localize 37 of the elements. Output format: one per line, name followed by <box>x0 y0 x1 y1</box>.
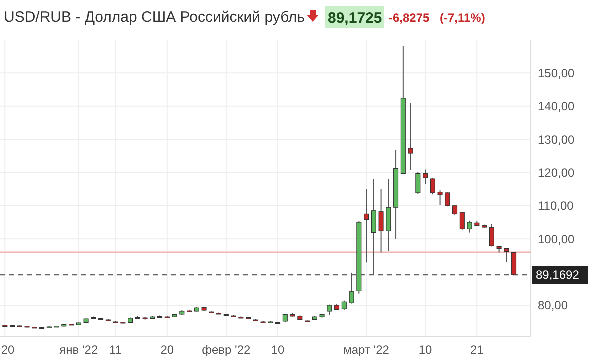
y-tick-label: 100,00 <box>538 232 576 246</box>
candlestick <box>445 192 450 208</box>
candlestick <box>438 190 443 206</box>
y-tick-label: 110,00 <box>538 199 574 214</box>
x-tick-label: янв '22 <box>60 343 98 357</box>
y-tick-label: 150,00 <box>538 66 576 80</box>
text: -6,8275 <box>389 11 430 25</box>
candlestick <box>371 178 376 276</box>
candlestick <box>386 178 392 252</box>
chart-title: USD/RUB - Доллар США Российский рубль <box>4 9 306 26</box>
candlestick <box>467 220 472 234</box>
x-tick-label: февр '22 <box>202 343 252 357</box>
candlestick <box>504 248 510 263</box>
text: (-7,11%) <box>440 11 486 25</box>
y-tick-label: 120,00 <box>538 166 576 180</box>
x-tick-label: 10 <box>271 343 286 357</box>
candlestick <box>430 178 436 196</box>
x-tick-label: 10 <box>418 343 433 357</box>
candlestick <box>460 212 465 230</box>
candlestick <box>364 188 370 264</box>
y-tick-label: 140,00 <box>538 100 576 114</box>
y-tick-label: 130,00 <box>538 132 576 147</box>
x-tick-label: 20 <box>1 343 15 357</box>
x-tick-label: март '22 <box>344 343 390 357</box>
x-tick-label: 20 <box>160 343 174 357</box>
ref-line-label: 89,1692 <box>536 268 580 282</box>
candlestick <box>423 169 428 185</box>
text: 89,1725 <box>328 10 382 27</box>
candlestick <box>349 272 354 304</box>
candlestick <box>378 188 384 254</box>
x-tick-label: 21 <box>470 343 484 357</box>
candlestick <box>489 224 494 248</box>
candlestick <box>342 300 347 311</box>
x-tick-label: 11 <box>110 343 122 357</box>
candlestick <box>416 172 421 194</box>
y-tick-label: 80,00 <box>538 298 568 313</box>
candlestick <box>408 102 414 171</box>
